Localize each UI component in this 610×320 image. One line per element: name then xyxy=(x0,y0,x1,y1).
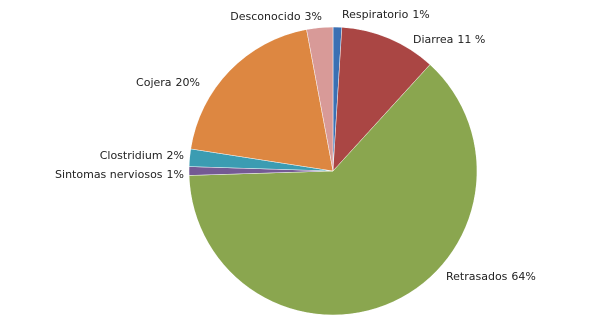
slice-value: 2% xyxy=(167,149,184,162)
pie-slice xyxy=(332,27,431,172)
slice-label: Diarrea 11 % xyxy=(413,33,485,46)
slice-value: 11 % xyxy=(457,33,485,46)
pie-slice xyxy=(190,29,334,172)
slice-label: Desconocido 3% xyxy=(230,10,322,23)
slice-value: 3% xyxy=(305,10,322,23)
slice-name: Diarrea xyxy=(413,33,453,46)
slice-label: Cojera 20% xyxy=(136,76,200,89)
slice-name: Desconocido xyxy=(230,10,301,23)
slice-name: Clostridium xyxy=(100,149,163,162)
slice-name: Sintomas nerviosos xyxy=(55,168,163,181)
slice-name: Retrasados xyxy=(446,270,508,283)
pie-slice xyxy=(188,64,478,316)
slice-label: Retrasados 64% xyxy=(446,270,536,283)
slice-name: Respiratorio xyxy=(342,8,409,21)
slice-value: 1% xyxy=(167,168,184,181)
slice-label: Sintomas nerviosos 1% xyxy=(55,168,184,181)
slice-value: 20% xyxy=(176,76,200,89)
slice-name: Cojera xyxy=(136,76,172,89)
slice-label: Clostridium 2% xyxy=(100,149,184,162)
slice-value: 1% xyxy=(412,8,429,21)
slice-label: Respiratorio 1% xyxy=(342,8,430,21)
pie-slice xyxy=(306,26,334,172)
slice-value: 64% xyxy=(511,270,535,283)
